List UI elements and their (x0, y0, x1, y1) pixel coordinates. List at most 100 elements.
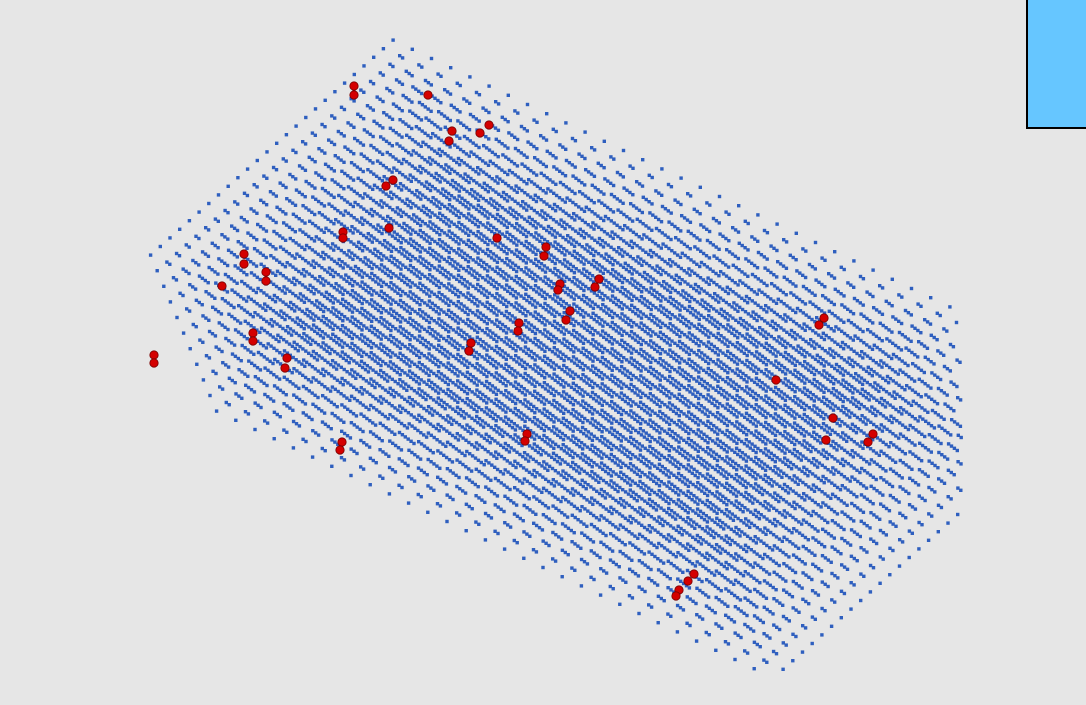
lattice-atom (490, 267, 495, 271)
lattice-atom (682, 269, 686, 273)
lattice-atom (393, 432, 397, 436)
lattice-atom (678, 255, 683, 259)
lattice-atom (256, 286, 260, 291)
lattice-atom (328, 272, 333, 276)
lattice-atom (293, 203, 298, 207)
lattice-atom (356, 229, 360, 233)
lattice-atom (842, 331, 847, 336)
lattice-atom (683, 508, 687, 513)
lattice-atom (346, 290, 350, 295)
lattice-atom (637, 325, 642, 329)
lattice-atom (598, 322, 602, 326)
lattice-atom (341, 266, 345, 270)
lattice-atom (610, 342, 615, 346)
lattice-atom (528, 301, 532, 305)
lattice-atom (557, 301, 561, 305)
lattice-atom (499, 338, 504, 342)
lattice-atom (320, 122, 324, 127)
lattice-atom (778, 288, 783, 292)
lattice-atom (935, 402, 940, 406)
lattice-atom (229, 303, 233, 307)
lattice-atom (829, 496, 833, 500)
lattice-atom (332, 259, 337, 263)
lattice-atom (704, 359, 708, 363)
lattice-atom (595, 410, 599, 414)
lattice-atom (460, 308, 464, 312)
lattice-atom (287, 342, 292, 346)
lattice-atom (861, 303, 865, 307)
lattice-atom (374, 291, 379, 295)
lattice-atom (355, 191, 359, 196)
lattice-atom (415, 248, 420, 252)
lattice-atom (489, 399, 494, 403)
lattice-atom (609, 245, 613, 249)
lattice-atom (471, 205, 476, 209)
lattice-atom (262, 238, 266, 242)
lattice-atom (556, 354, 560, 358)
lattice-atom (635, 499, 639, 503)
lattice-atom (293, 320, 298, 324)
lattice-atom (826, 351, 830, 355)
lattice-atom (535, 184, 540, 188)
lattice-atom (507, 131, 511, 135)
lattice-atom (165, 260, 169, 264)
lattice-atom (320, 149, 324, 153)
lattice-atom (365, 300, 369, 304)
lattice-atom (713, 351, 718, 355)
lattice-atom (559, 420, 564, 424)
lattice-atom (642, 552, 647, 556)
lattice-atom (814, 304, 818, 309)
lattice-atom (413, 230, 418, 234)
lattice-atom (906, 337, 910, 341)
lattice-atom (803, 471, 807, 476)
lattice-atom (572, 297, 576, 301)
lattice-atom (317, 147, 321, 151)
lattice-atom (220, 349, 224, 354)
lattice-atom (420, 299, 424, 303)
lattice-atom (570, 216, 574, 220)
lattice-atom (317, 290, 321, 294)
lattice-atom (246, 257, 250, 262)
lattice-atom (384, 245, 388, 249)
lattice-atom (919, 395, 923, 399)
lattice-atom (271, 335, 275, 339)
lattice-atom (437, 365, 441, 369)
lattice-atom (290, 371, 294, 375)
lattice-atom (656, 244, 661, 248)
lattice-atom (684, 546, 688, 550)
lattice-atom (544, 281, 548, 285)
lattice-atom (436, 136, 441, 140)
lattice-atom (456, 400, 460, 404)
lattice-atom (235, 228, 240, 233)
lattice-atom (448, 314, 452, 319)
lattice-atom (525, 208, 529, 212)
lattice-atom (312, 318, 316, 322)
lattice-atom (511, 399, 515, 403)
lattice-atom (923, 355, 927, 359)
lattice-atom (653, 294, 657, 299)
lattice-atom (318, 334, 323, 338)
lattice-atom (690, 471, 694, 475)
lattice-atom (406, 320, 410, 324)
lattice-atom (499, 274, 503, 278)
lattice-atom (608, 351, 612, 355)
lattice-atom (634, 259, 638, 263)
lattice-atom (755, 266, 760, 270)
lattice-atom (365, 220, 370, 225)
lattice-atom (618, 316, 622, 320)
lattice-atom (625, 252, 630, 256)
lattice-atom (448, 145, 452, 149)
lattice-atom (727, 212, 731, 216)
lattice-atom (913, 443, 917, 447)
lattice-atom (923, 434, 927, 439)
lattice-atom (679, 346, 683, 350)
lattice-atom (602, 282, 606, 287)
lattice-atom (642, 259, 646, 263)
lattice-atom (494, 392, 499, 396)
lattice-atom (288, 172, 292, 177)
lattice-atom (494, 216, 498, 221)
lattice-atom (459, 211, 463, 216)
lattice-atom (342, 134, 346, 138)
lattice-atom (755, 318, 759, 323)
